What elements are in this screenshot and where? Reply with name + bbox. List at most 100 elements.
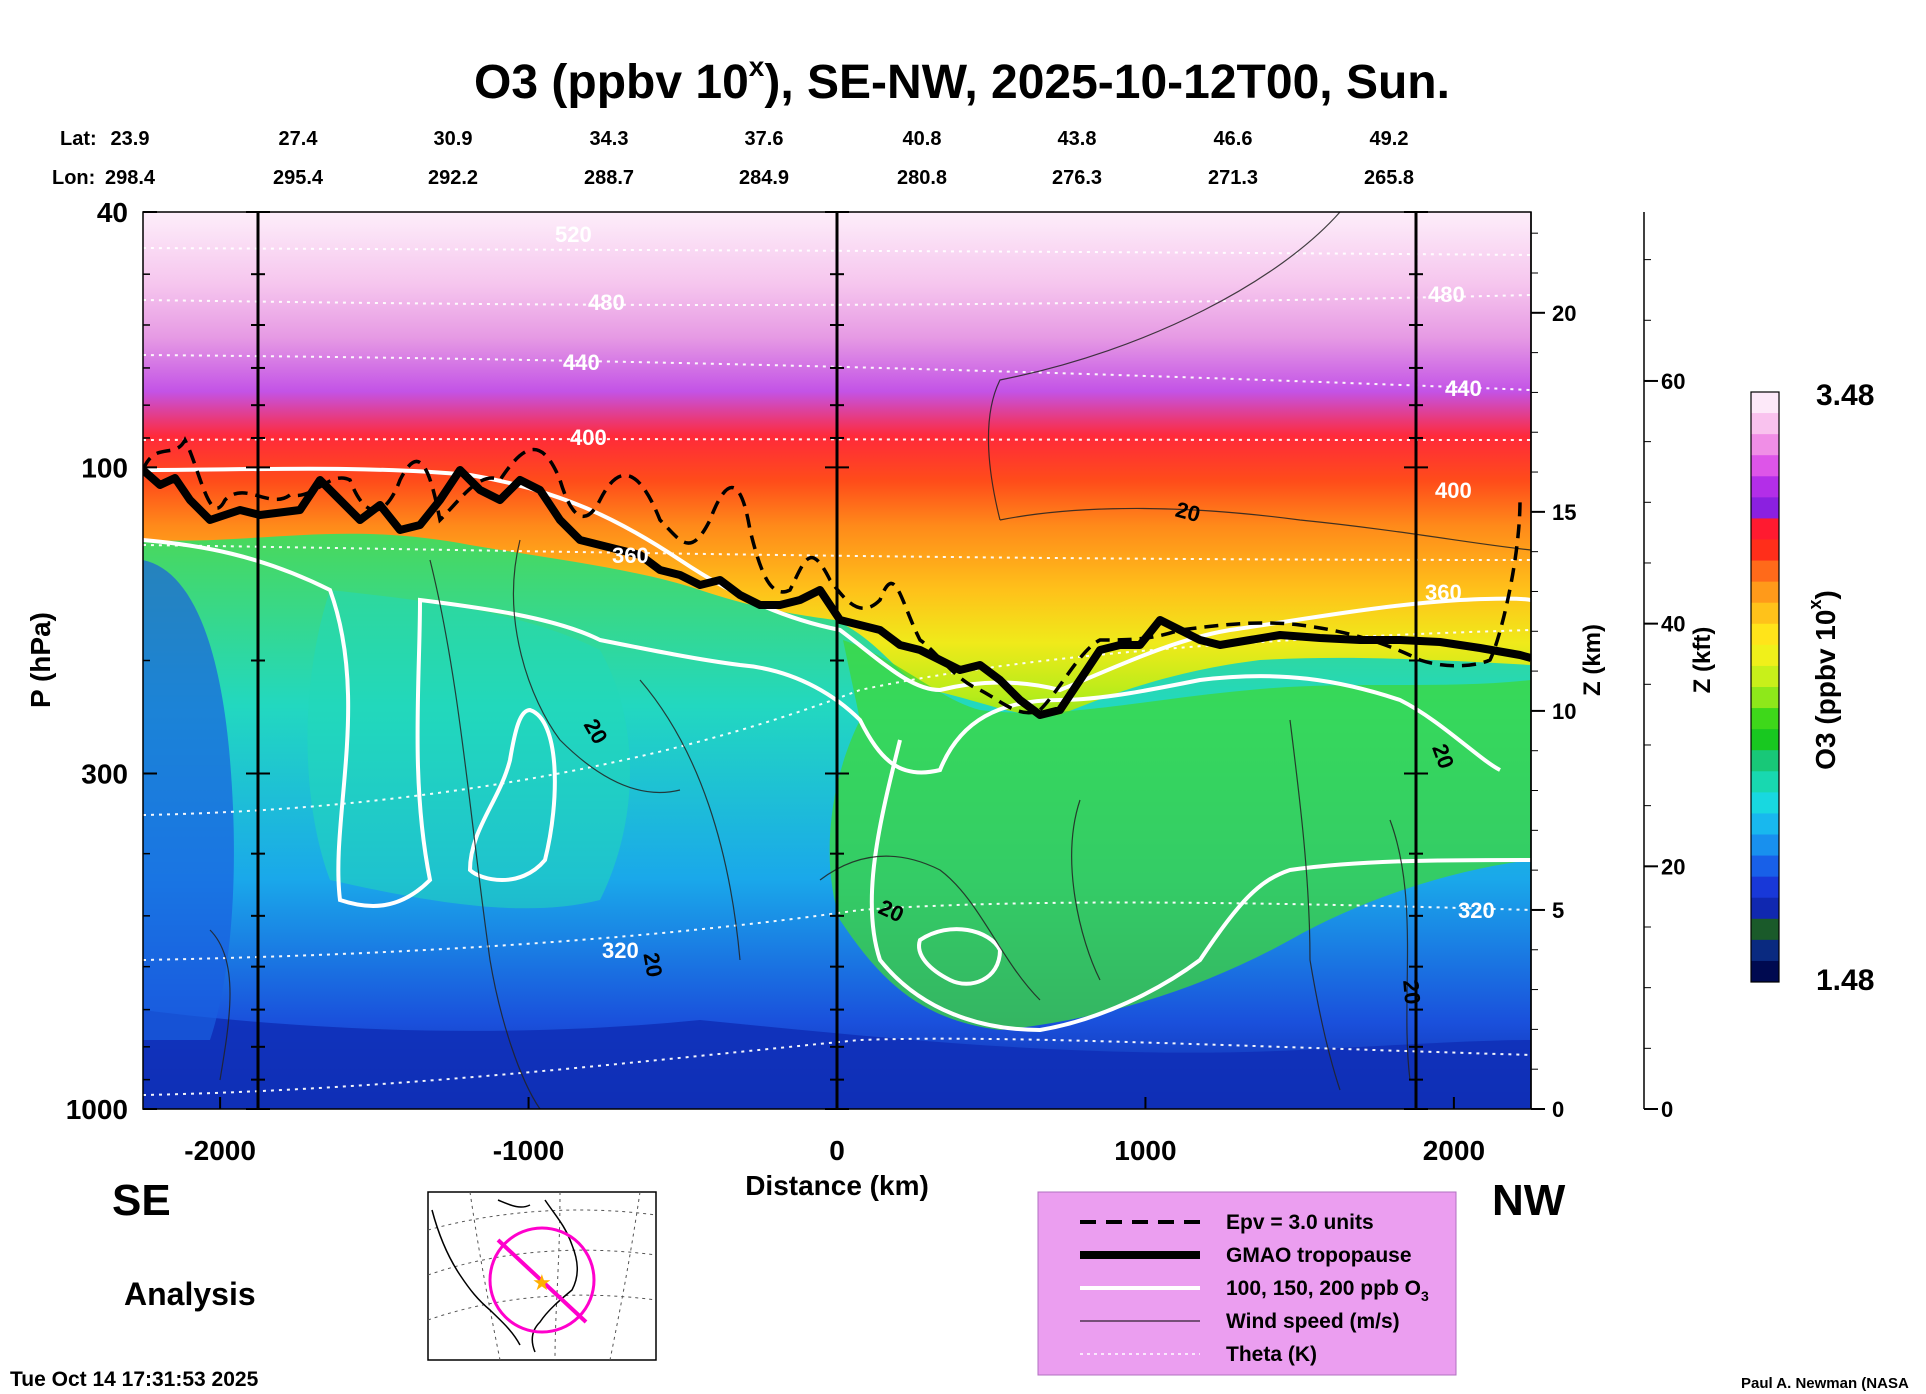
colorbar-swatch: [1751, 876, 1779, 899]
gmao-tropopause-line: [143, 466, 1531, 719]
colorbar-min-label: 1.48: [1816, 964, 1874, 997]
credit: Paul A. Newman (NASA: [1741, 1375, 1909, 1392]
lon-label: 271.3: [1208, 167, 1258, 189]
lat-label: 37.6: [745, 128, 784, 150]
timestamp: Tue Oct 14 17:31:53 2025: [10, 1368, 259, 1391]
wind-label: 20: [638, 951, 667, 979]
theta-label: 520: [555, 222, 592, 247]
lon-label: 276.3: [1052, 167, 1102, 189]
lat-label: 23.9: [111, 128, 150, 150]
colorbar-swatch: [1751, 518, 1779, 540]
z-kft-axis-label: Z (kft): [1689, 627, 1716, 694]
inset-map-section-line: [496, 1238, 588, 1324]
chart-title: O3 (ppbv 10x), SE-NW, 2025-10-12T00, Sun…: [474, 51, 1450, 109]
legend-label-theta: Theta (K): [1226, 1343, 1317, 1366]
theta-label: 400: [570, 425, 607, 450]
x-tick-label: -1000: [493, 1135, 565, 1166]
x-axis-label: Distance (km): [745, 1170, 929, 1201]
y-tick-label: 40: [97, 197, 128, 228]
lon-label: 292.2: [428, 167, 478, 189]
colorbar-swatch: [1751, 897, 1779, 920]
theta-isentropes: [143, 247, 1531, 1096]
colorbar-max-label: 3.48: [1816, 379, 1874, 412]
legend-label-wind: Wind speed (m/s): [1226, 1310, 1400, 1333]
theta-label: 320: [1458, 898, 1495, 923]
colorbar-swatch: [1751, 560, 1779, 583]
lon-label: 265.8: [1364, 167, 1414, 189]
lat-label: 49.2: [1370, 128, 1409, 150]
colorbar-swatch: [1751, 455, 1779, 477]
colorbar-swatch: [1751, 413, 1779, 435]
wind-speed-contours: [209, 212, 1531, 1109]
lon-label: 298.4: [105, 167, 156, 189]
colorbar-swatch: [1751, 687, 1779, 709]
inset-map: ★: [427, 1191, 657, 1361]
ozone-contour-west-loop: [467, 707, 557, 882]
lon-label: 284.9: [739, 167, 789, 189]
z-km-axis: 0 5 10 15 20: [1530, 212, 1576, 1122]
colorbar-swatch: [1751, 708, 1779, 730]
y-axis-label: P (hPa): [25, 612, 56, 708]
ozone-field-green-lobe: [829, 640, 1531, 1030]
lon-row-label: Lon:: [52, 167, 95, 189]
z-kft-tick-label: 20: [1661, 854, 1685, 879]
colorbar-swatch: [1751, 939, 1779, 962]
z-km-tick-label: 5: [1552, 898, 1564, 923]
colorbar-swatch: [1751, 476, 1779, 498]
x-tick-label: 2000: [1423, 1135, 1485, 1166]
colorbar-swatch: [1751, 855, 1779, 878]
theta-label: 360: [612, 543, 649, 568]
lat-label: 46.6: [1214, 128, 1253, 150]
colorbar-swatch: [1751, 792, 1779, 814]
theta-label: 480: [1428, 282, 1465, 307]
colorbar: [1750, 391, 1780, 983]
ozone-contour-100ppb: [869, 739, 1531, 1033]
lat-label: 27.4: [279, 128, 319, 150]
theta-label: 440: [563, 350, 600, 375]
colorbar-label: O3 (ppbv 10x): [1805, 590, 1841, 770]
colorbar-swatch: [1751, 434, 1779, 456]
theta-label: 320: [602, 938, 639, 963]
colorbar-swatch: [1751, 665, 1779, 688]
y-tick-label: 100: [81, 452, 128, 483]
colorbar-swatch: [1751, 960, 1779, 983]
inset-map-range-circle: [488, 1226, 596, 1334]
star-icon: ★: [532, 1271, 552, 1296]
x-tick-label: -2000: [184, 1135, 256, 1166]
legend-label-ozone: 100, 150, 200 ppb O3: [1226, 1277, 1429, 1304]
z-kft-tick-label: 0: [1661, 1097, 1673, 1122]
colorbar-swatch: [1751, 750, 1779, 772]
y-tick-label: 1000: [66, 1094, 128, 1125]
x-tick-label: 0: [829, 1135, 845, 1166]
z-kft-tick-label: 60: [1661, 369, 1685, 394]
colorbar-swatch: [1751, 539, 1779, 562]
epv-line: [143, 436, 1522, 715]
analysis-label: Analysis: [124, 1276, 256, 1312]
theta-label: 360: [1425, 580, 1462, 605]
lon-label: 295.4: [273, 167, 324, 189]
coastline: [431, 1199, 578, 1353]
colorbar-swatch: [1751, 771, 1779, 793]
legend-label-epv: Epv = 3.0 units: [1226, 1211, 1374, 1234]
lat-label: 34.3: [590, 128, 629, 150]
x-axis: -2000 -1000 0 1000 2000: [184, 1097, 1485, 1166]
direction-se-label: SE: [112, 1176, 171, 1225]
z-kft-axis: 0 20 40 60: [1643, 212, 1685, 1122]
colorbar-swatch: [1751, 729, 1779, 751]
lon-label: 288.7: [584, 167, 634, 189]
longitude-labels: 298.4 295.4 292.2 288.7 284.9 280.8 276.3 271.3…: [105, 167, 1414, 189]
colorbar-swatch: [1751, 834, 1779, 857]
z-km-tick-label: 10: [1552, 699, 1576, 724]
theta-label: 400: [1435, 478, 1472, 503]
theta-labels: 520 480 440 400 360 320 480 440 400 360 …: [555, 222, 1495, 963]
theta-label: 480: [588, 290, 625, 315]
latitude-labels: 23.9 27.4 30.9 34.3 37.6 40.8 43.8 46.6 49.2: [111, 128, 1409, 150]
z-km-axis-label: Z (km): [1579, 624, 1606, 696]
lat-row-label: Lat:: [60, 128, 97, 150]
vertical-reference-ticks: [246, 211, 1428, 1110]
lat-label: 43.8: [1058, 128, 1097, 150]
y-tick-label: 300: [81, 758, 128, 789]
direction-nw-label: NW: [1492, 1176, 1566, 1225]
colorbar-swatch: [1751, 623, 1779, 646]
